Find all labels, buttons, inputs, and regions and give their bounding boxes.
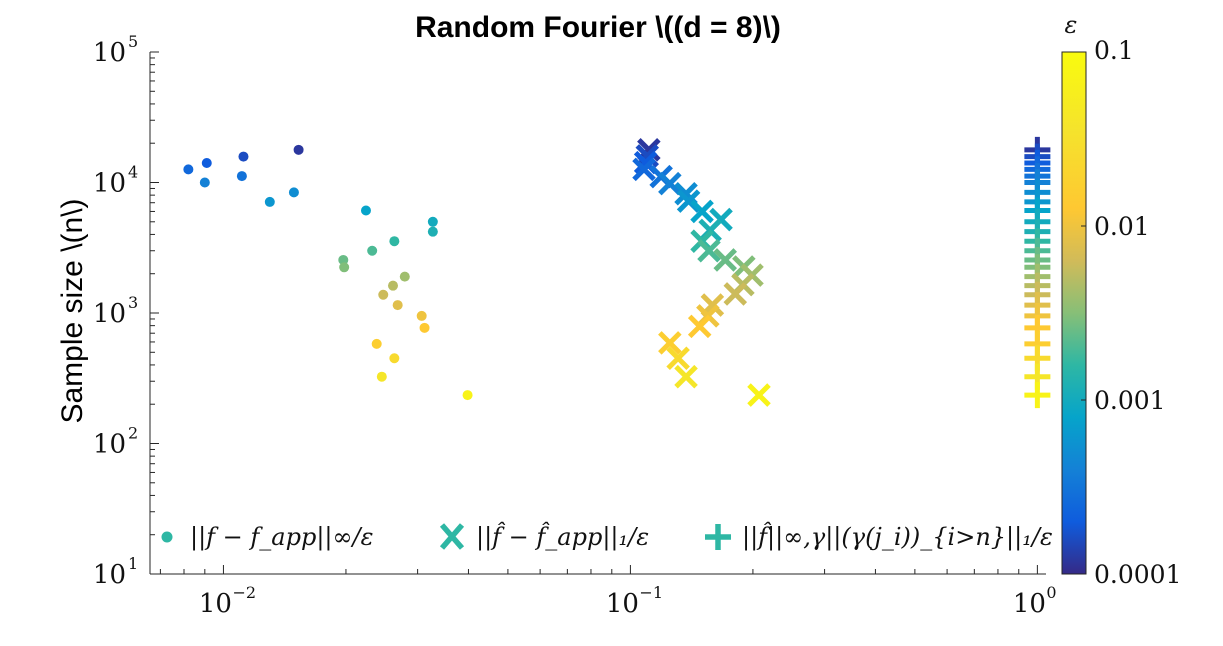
legend-label-dot: ||f − f_app||∞/ε [190,523,373,552]
legend-dot-marker [161,531,173,543]
legend-plus-marker [705,524,731,550]
data-point-dot [236,171,247,182]
y-axis-label: Sample size \(n\) [56,198,89,423]
colorbar-ticks: 0.1 0.01 0.001 0.0001 [1081,36,1181,589]
y-tick-exponent: 1 [128,554,138,573]
plot-axes [149,52,1046,575]
data-point-dot [427,216,438,227]
x-tick-labels: 10 −2 10 −1 10 0 [199,583,1057,619]
data-point-dot [392,300,403,311]
y-tick-label: 10 2 [93,424,138,460]
axis-ticks [150,51,1038,575]
data-point-dot [183,164,194,175]
x-tick-base: 10 [199,589,232,619]
y-tick-label: 10 3 [93,293,138,329]
data-point-dot [199,177,210,188]
y-tick-base: 10 [93,38,126,68]
x-tick-base: 10 [606,589,639,619]
x-tick-exponent: −2 [232,583,256,602]
data-point-dot [416,310,427,321]
data-point-dot [399,271,410,282]
data-point-dot [339,262,350,273]
data-point-x [687,314,712,339]
colorbar-gradient [1061,51,1087,575]
data-point-dot [427,226,438,237]
colorbar-tick-label: 0.01 [1094,212,1150,241]
x-tick-base: 10 [1013,589,1046,619]
data-point-dot [371,338,382,349]
data-point-dot [338,254,349,265]
x-tick-label: 10 −2 [199,583,256,619]
data-point-x [697,238,721,263]
colorbar: ε 0.1 0.01 0.001 0.0001 [1061,11,1181,589]
data-point-dot [419,322,430,333]
y-tick-exponent: 4 [128,163,138,182]
y-tick-label: 10 1 [93,554,138,590]
data-point-dot [389,236,400,247]
data-point-x [690,199,714,224]
y-tick-base: 10 [93,299,126,329]
y-tick-base: 10 [93,560,126,590]
data-point-x [747,383,771,407]
legend-label-plus: ||f̂||∞,γ||(γ(j_i))_{i>n}||₁/ε [742,522,1053,552]
legend-x-marker [439,523,465,550]
data-point-x [713,248,737,272]
colorbar-title: ε [1065,11,1078,39]
chart-title: Random Fourier \((d = 8)\) [415,11,781,44]
x-tick-exponent: 0 [1046,583,1056,602]
x-tick-label: 10 −1 [606,583,663,619]
data-point-x [723,282,748,306]
data-point-x [674,364,698,389]
data-point-dot [462,390,473,401]
data-point-dot [264,196,275,207]
colorbar-tick-label: 0.1 [1094,36,1134,65]
data-point-dot [367,245,378,256]
data-point-dot [389,353,400,364]
data-point-dot [378,289,389,300]
x-tick-exponent: −1 [639,583,663,602]
data-point-dot [201,158,212,169]
colorbar-tick-label: 0.001 [1094,386,1166,415]
data-point-x [658,171,682,196]
colorbar-tick-label: 0.0001 [1094,560,1181,589]
legend-label-x: ||f̂ − f̂_app||₁/ε [476,522,649,552]
data-point-dot [293,144,304,155]
data-point-dot [238,151,249,162]
y-tick-exponent: 3 [128,293,138,312]
data-point-plus [1024,382,1051,409]
y-tick-exponent: 2 [128,424,138,443]
data-point-dot [387,280,398,291]
x-tick-label: 10 0 [1013,583,1057,619]
data-points [183,136,1051,409]
data-point-dot [288,187,299,198]
y-tick-label: 10 5 [93,32,138,68]
y-tick-base: 10 [93,169,126,199]
data-point-dot [376,371,387,382]
data-point-dot [360,205,371,216]
legend: ||f − f_app||∞/ε ||f̂ − f̂_app||₁/ε ||f̂… [161,522,1053,552]
data-point-x [632,157,656,182]
y-tick-label: 10 4 [93,163,138,199]
data-point-x [666,346,690,371]
data-point-x [658,331,682,355]
y-tick-exponent: 5 [128,32,138,51]
y-tick-base: 10 [93,430,126,460]
